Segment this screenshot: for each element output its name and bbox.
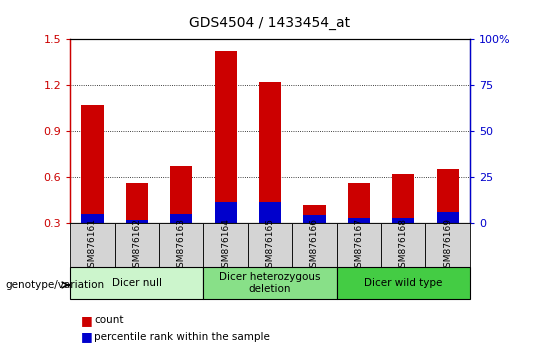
Bar [259, 201, 281, 223]
Text: GDS4504 / 1433454_at: GDS4504 / 1433454_at [190, 16, 350, 30]
Text: percentile rank within the sample: percentile rank within the sample [94, 332, 271, 342]
Bar [292, 223, 336, 267]
Bar [392, 174, 414, 223]
Text: GSM876166: GSM876166 [310, 218, 319, 273]
Bar [204, 223, 248, 267]
Text: GSM876165: GSM876165 [266, 218, 274, 273]
Text: ■: ■ [81, 314, 93, 327]
Bar [214, 201, 237, 223]
Bar [259, 82, 281, 223]
Text: GSM876163: GSM876163 [177, 218, 186, 273]
Text: GSM876168: GSM876168 [399, 218, 408, 273]
Bar [303, 215, 326, 223]
Bar [436, 169, 458, 223]
Text: Dicer wild type: Dicer wild type [364, 278, 442, 288]
Bar [82, 214, 104, 223]
Bar [303, 205, 326, 223]
Bar [426, 223, 470, 267]
Bar [436, 212, 458, 223]
Text: ■: ■ [81, 331, 93, 343]
Bar [126, 220, 148, 223]
Bar [248, 223, 292, 267]
Bar [204, 267, 336, 299]
Text: GSM876162: GSM876162 [132, 218, 141, 273]
Bar [170, 214, 192, 223]
Bar [70, 267, 204, 299]
Bar [381, 223, 426, 267]
Bar [126, 183, 148, 223]
Bar [82, 105, 104, 223]
Bar [170, 166, 192, 223]
Bar [214, 51, 237, 223]
Text: GSM876164: GSM876164 [221, 218, 230, 273]
Text: Dicer heterozygous
deletion: Dicer heterozygous deletion [219, 272, 321, 294]
Bar [159, 223, 204, 267]
Bar [348, 218, 370, 223]
Text: GSM876169: GSM876169 [443, 218, 452, 273]
Bar [336, 223, 381, 267]
Bar [392, 218, 414, 223]
Bar [348, 183, 370, 223]
Bar [70, 223, 114, 267]
Bar [114, 223, 159, 267]
Text: Dicer null: Dicer null [112, 278, 162, 288]
Text: genotype/variation: genotype/variation [5, 280, 105, 290]
Text: count: count [94, 315, 124, 325]
Text: GSM876167: GSM876167 [354, 218, 363, 273]
Text: GSM876161: GSM876161 [88, 218, 97, 273]
Bar [336, 267, 470, 299]
